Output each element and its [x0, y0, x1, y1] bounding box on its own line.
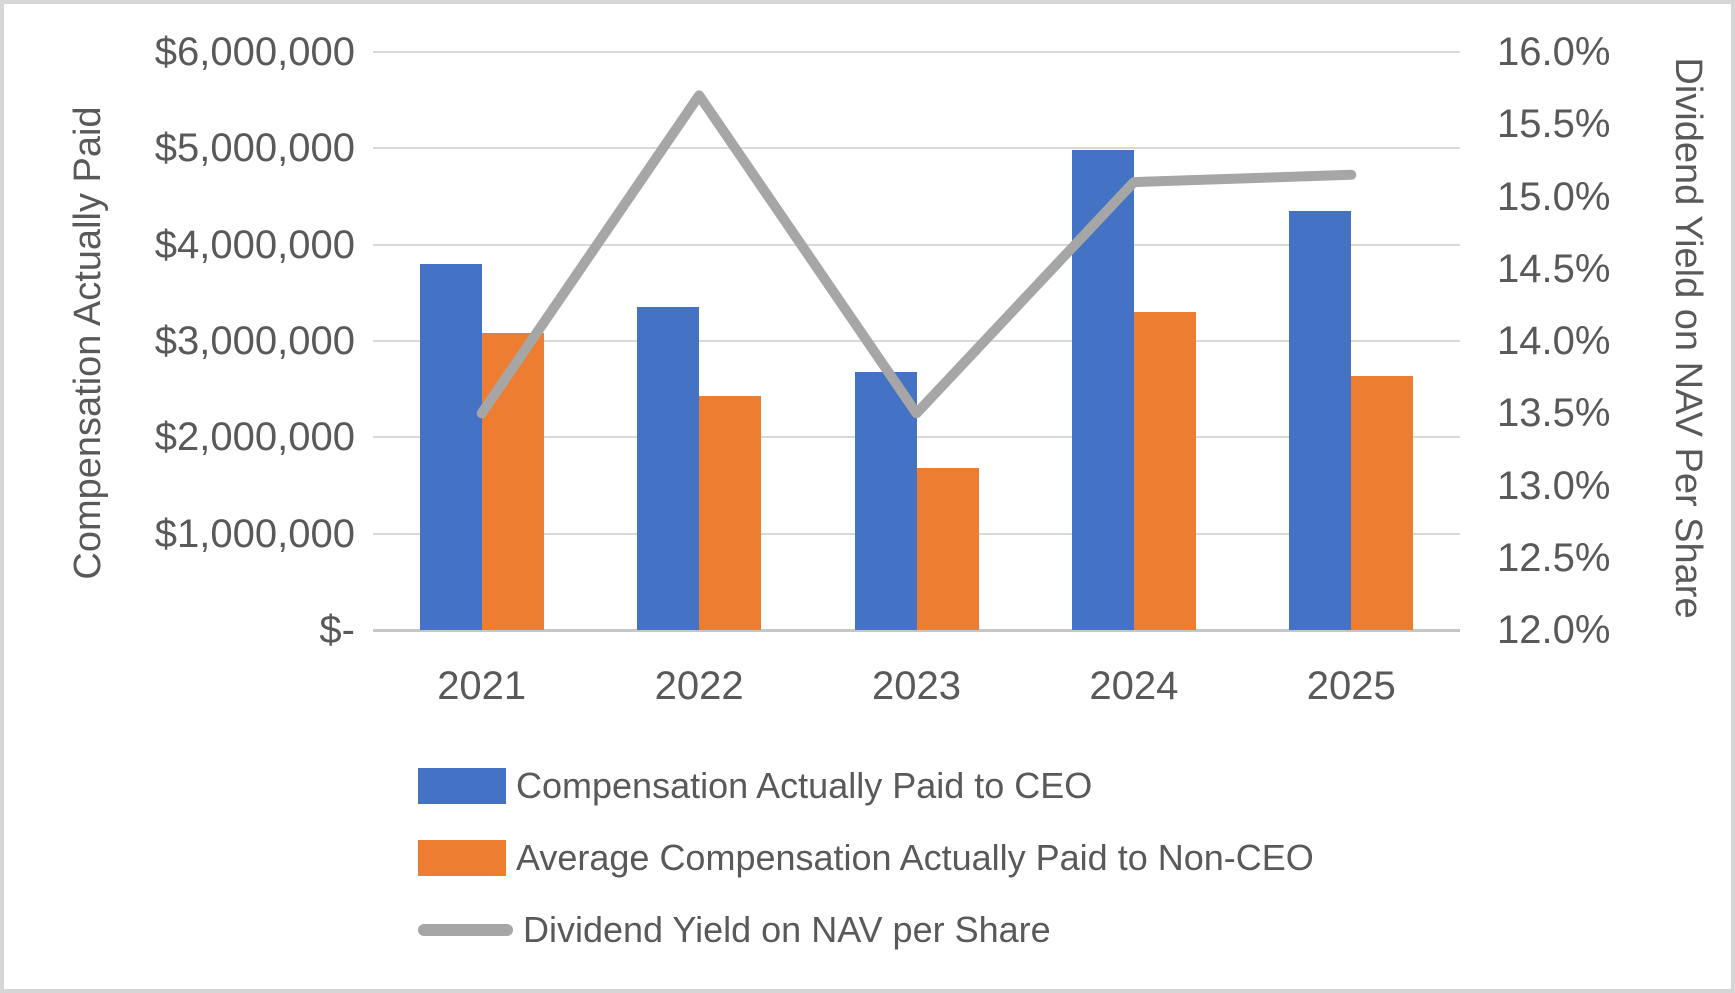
left-axis-tick-label: $1,000,000 [154, 511, 355, 556]
legend-label-yield: Dividend Yield on NAV per Share [523, 909, 1051, 950]
legend-item-yield: Dividend Yield on NAV per Share [418, 906, 1051, 954]
x-axis-label-2021: 2021 [437, 664, 527, 708]
legend-item-nonceo: Average Compensation Actually Paid to No… [418, 834, 1314, 882]
gridline [373, 147, 1460, 150]
legend-swatch-nonceo [418, 840, 506, 876]
right-axis-tick-label: 14.0% [1497, 319, 1611, 363]
gridline [373, 340, 1460, 342]
bar-ceo-2025 [1289, 210, 1352, 630]
left-axis-tick-label: $4,000,000 [154, 222, 355, 267]
bar-nonceo-2021 [481, 333, 544, 630]
bar-ceo-2023 [854, 371, 917, 630]
left-axis-tick-label: $2,000,000 [154, 415, 355, 460]
right-axis-tick-label: 13.0% [1497, 463, 1611, 508]
bar-nonceo-2023 [916, 468, 979, 630]
right-axis-tick-label: 14.5% [1497, 246, 1611, 291]
left-axis-tick-label: $5,000,000 [154, 126, 355, 171]
x-axis-label-2025: 2025 [1306, 664, 1396, 708]
right-axis-title: Dividend Yield on NAV Per Share [1667, 57, 1709, 619]
bar-nonceo-2025 [1351, 375, 1414, 630]
legend-label-ceo: Compensation Actually Paid to CEO [516, 765, 1093, 806]
x-axis-line [373, 629, 1460, 632]
bar-nonceo-2024 [1133, 312, 1196, 630]
gridline [373, 436, 1460, 439]
bar-ceo-2021 [419, 263, 482, 630]
legend-swatch-yield-line [418, 924, 513, 936]
x-axis-label-2024: 2024 [1089, 664, 1179, 708]
legend-item-ceo: Compensation Actually Paid to CEO [418, 762, 1092, 810]
dividend-yield-line [476, 90, 1357, 419]
right-axis-tick-label: 12.5% [1497, 535, 1611, 580]
gridline [373, 243, 1460, 246]
legend-swatch-ceo [418, 768, 506, 804]
legend-label-nonceo: Average Compensation Actually Paid to No… [516, 837, 1314, 878]
x-axis-label-2023: 2023 [872, 664, 961, 708]
plot-area [373, 51, 1460, 632]
right-axis-tick-label: 13.5% [1497, 391, 1611, 436]
left-axis-tick-label: $6,000,000 [154, 30, 355, 74]
dividend-yield-line-chart [476, 90, 1357, 419]
bar-nonceo-2022 [699, 395, 762, 630]
bar-ceo-2022 [637, 307, 700, 630]
gridline [373, 51, 1460, 53]
right-axis-tick-label: 12.0% [1497, 608, 1611, 652]
right-axis-tick-label: 15.5% [1497, 102, 1611, 147]
left-axis-tick-label: $3,000,000 [154, 319, 355, 363]
right-axis-tick-label: 16.0% [1497, 30, 1611, 74]
left-axis-tick-label: $- [319, 608, 355, 652]
right-axis-tick-label: 15.0% [1497, 174, 1611, 219]
x-axis-label-2022: 2022 [654, 664, 744, 708]
